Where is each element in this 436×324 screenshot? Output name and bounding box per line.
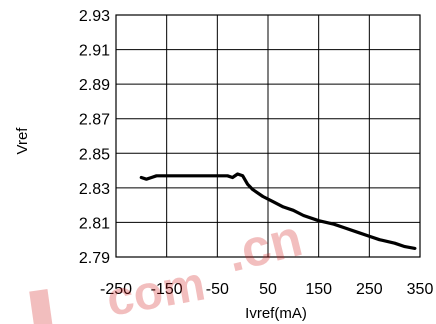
y-tick-label: 2.91 <box>79 43 110 60</box>
x-tick-label: -150 <box>151 281 183 298</box>
x-tick-label: 250 <box>356 281 383 298</box>
y-tick-label: 2.89 <box>79 77 110 94</box>
x-tick-label: 50 <box>259 281 277 298</box>
x-tick-label: 350 <box>407 281 434 298</box>
grid-lines <box>115 14 421 258</box>
x-tick-labels: -250 -150 -50 50 150 250 350 <box>100 281 433 298</box>
plot-frame <box>115 14 421 258</box>
series-line <box>139 172 417 250</box>
svg-text:▮: ▮ <box>24 277 56 324</box>
y-tick-label: 2.83 <box>79 181 110 198</box>
series-layer <box>139 172 417 250</box>
x-axis-label: Ivref(mA) <box>245 305 307 322</box>
y-axis-label: Vref <box>14 127 31 155</box>
x-tick-label: 150 <box>305 281 332 298</box>
svg-text:.cn: .cn <box>221 209 308 283</box>
y-tick-label: 2.81 <box>79 215 110 232</box>
x-tick-label: -50 <box>206 281 229 298</box>
y-tick-label: 2.87 <box>79 112 110 129</box>
x-tick-label: -250 <box>100 281 132 298</box>
y-tick-label: 2.93 <box>79 8 110 25</box>
y-tick-label: 2.85 <box>79 146 110 163</box>
y-tick-labels: 2.93 2.91 2.89 2.87 2.85 2.83 2.81 2.79 <box>79 8 110 267</box>
svg-text:com: com <box>103 257 209 324</box>
y-tick-label: 2.79 <box>79 250 110 267</box>
